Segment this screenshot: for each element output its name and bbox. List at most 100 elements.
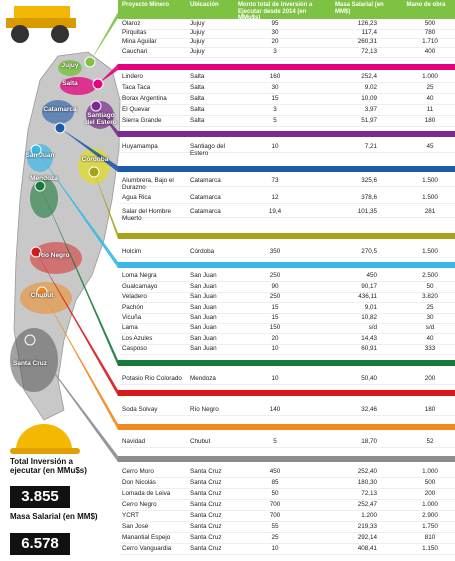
table-cell: San Juan	[190, 324, 217, 331]
province	[42, 100, 74, 124]
table-cell: s/d	[425, 324, 435, 331]
province	[58, 60, 82, 76]
total-label: Total Inversión a ejecutar (en MMu$s)	[10, 457, 87, 475]
table-cell: Potasio Río Colorado	[122, 375, 182, 382]
total-value: 6.578	[10, 533, 70, 555]
table-cell: 260,31	[357, 38, 377, 45]
table-cell: Navidad	[122, 438, 146, 445]
table-cell: 15	[271, 314, 279, 321]
helmet	[10, 424, 80, 454]
table-cell: Borax Argentina	[122, 95, 167, 102]
table-cell: Casposo	[122, 345, 147, 352]
table-cell: 333	[424, 345, 436, 352]
province	[20, 282, 72, 314]
table-cell: Jujuy	[190, 48, 205, 55]
table-cell: 3	[273, 106, 277, 113]
table-cell: 30	[271, 84, 279, 91]
table-cell: 500	[424, 479, 436, 486]
table-cell: 140	[269, 406, 281, 413]
map-pin	[92, 78, 104, 90]
table-cell: Salar del Hombre Muerto	[122, 208, 171, 222]
table-cell: 9,01	[364, 304, 377, 311]
table-cell: 20	[271, 38, 279, 45]
total-value: 3.855	[10, 486, 70, 508]
province-label: Santiago del Estero	[85, 112, 117, 126]
table-cell: San Juan	[190, 304, 217, 311]
table-cell: 2.900	[422, 512, 438, 519]
table-cell: 450	[269, 468, 281, 475]
table-cell: 25	[271, 534, 279, 541]
map-pin	[30, 144, 42, 156]
table-cell: 436,11	[358, 293, 377, 300]
table-cell: 1.200	[361, 512, 377, 519]
table-cell: 72,13	[361, 490, 377, 497]
table-cell: Holcim	[122, 248, 142, 255]
group-bar	[118, 131, 455, 137]
table-cell: San José	[122, 523, 149, 530]
table-cell: 400	[424, 48, 436, 55]
table-cell: 150	[269, 324, 281, 331]
map-outline	[13, 51, 121, 421]
table-cell: 10,82	[361, 314, 377, 321]
column-header: Masa Salarial (en MM$)	[335, 2, 384, 15]
connector	[36, 252, 118, 396]
table-cell: 1.000	[422, 468, 438, 475]
table-cell: YCRT	[122, 512, 140, 519]
group-bar	[118, 360, 455, 366]
table-cell: 9,02	[364, 84, 377, 91]
province-label: Catamarca	[43, 106, 77, 113]
province-label: Jujuy	[61, 62, 79, 69]
group-bar	[118, 456, 455, 462]
table-cell: Catamarca	[190, 177, 221, 184]
table-cell: Los Azules	[122, 335, 153, 342]
group-bar	[118, 390, 455, 396]
table-cell: Mendoza	[190, 375, 216, 382]
table-cell: 50	[426, 283, 434, 290]
table-cell: 5	[273, 438, 277, 445]
table-cell: Loma Negra	[122, 272, 157, 279]
table-cell: 7,21	[364, 143, 377, 150]
map-pin	[36, 286, 48, 298]
table-cell: 14,43	[361, 335, 377, 342]
connector	[98, 64, 118, 84]
table-cell: 51,97	[361, 117, 377, 124]
map-pin	[88, 166, 100, 178]
header-band	[118, 0, 455, 19]
table-cell: Santa Cruz	[190, 545, 222, 552]
table-cell: 45	[426, 143, 434, 150]
table-cell: Sierra Grande	[122, 117, 162, 124]
table-cell: 325,6	[361, 177, 377, 184]
table-cell: 55	[271, 523, 279, 530]
column-header: Mano de obra	[406, 2, 446, 8]
table-cell: 72,13	[361, 48, 377, 55]
table-cell: Santiago del Estero	[190, 143, 226, 157]
table-cell: 10	[271, 345, 279, 352]
table-cell: Santa Cruz	[190, 523, 222, 530]
table-cell: Salta	[190, 84, 205, 91]
table-cell: Taca Taca	[122, 84, 151, 91]
table-cell: 126,23	[357, 20, 377, 27]
table-cell: Jujuy	[190, 38, 205, 45]
table-cell: Santa Cruz	[190, 501, 222, 508]
table-cell: Río Negro	[190, 406, 219, 413]
column-header: Proyecto Minero	[122, 2, 170, 8]
table-cell: 408,41	[357, 545, 377, 552]
connector	[30, 340, 118, 462]
table-cell: 2.500	[422, 272, 438, 279]
table-cell: Cerro Negro	[122, 501, 157, 508]
table-cell: 200	[424, 490, 436, 497]
table-cell: Lomada de Leiva	[122, 490, 171, 497]
table-cell: 95	[271, 20, 279, 27]
table-cell: Chubut	[190, 438, 211, 445]
table-cell: 50	[271, 490, 279, 497]
map-pin	[34, 180, 46, 192]
table-cell: 5	[273, 117, 277, 124]
table-cell: Manantial Espejo	[122, 534, 171, 541]
table-cell: Santa Cruz	[190, 512, 222, 519]
table-cell: Catamarca	[190, 208, 221, 215]
connector	[94, 172, 118, 239]
table-cell: 200	[424, 375, 436, 382]
table-cell: 32,46	[361, 406, 377, 413]
table-cell: s/d	[368, 324, 377, 331]
